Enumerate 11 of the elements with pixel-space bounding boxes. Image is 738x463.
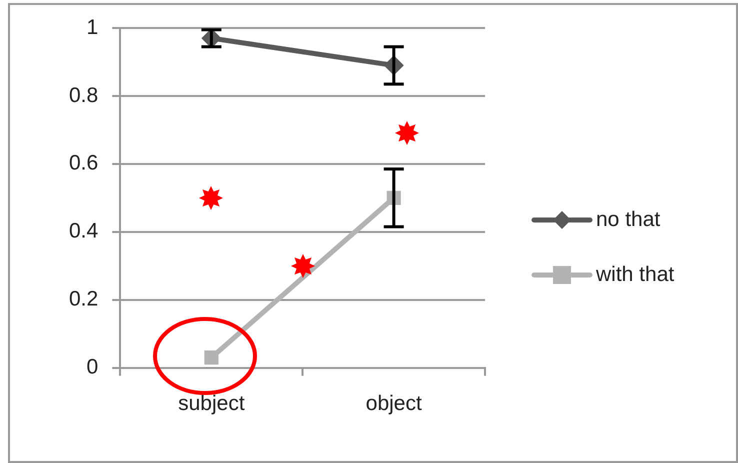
y-tick-label: 0.2 <box>68 288 98 311</box>
legend-label: with that <box>596 262 674 286</box>
y-tick-label: 0.6 <box>68 152 98 175</box>
x-tick-label: object <box>366 392 422 416</box>
y-tick-label: 0 <box>86 356 98 379</box>
y-tick-label: 0.8 <box>68 84 98 107</box>
legend-label: no that <box>596 208 660 232</box>
point <box>204 350 218 365</box>
y-tick-label: 0.4 <box>68 220 99 243</box>
x-tick-label: subject <box>178 392 245 416</box>
y-tick-label: 1 <box>86 16 98 39</box>
